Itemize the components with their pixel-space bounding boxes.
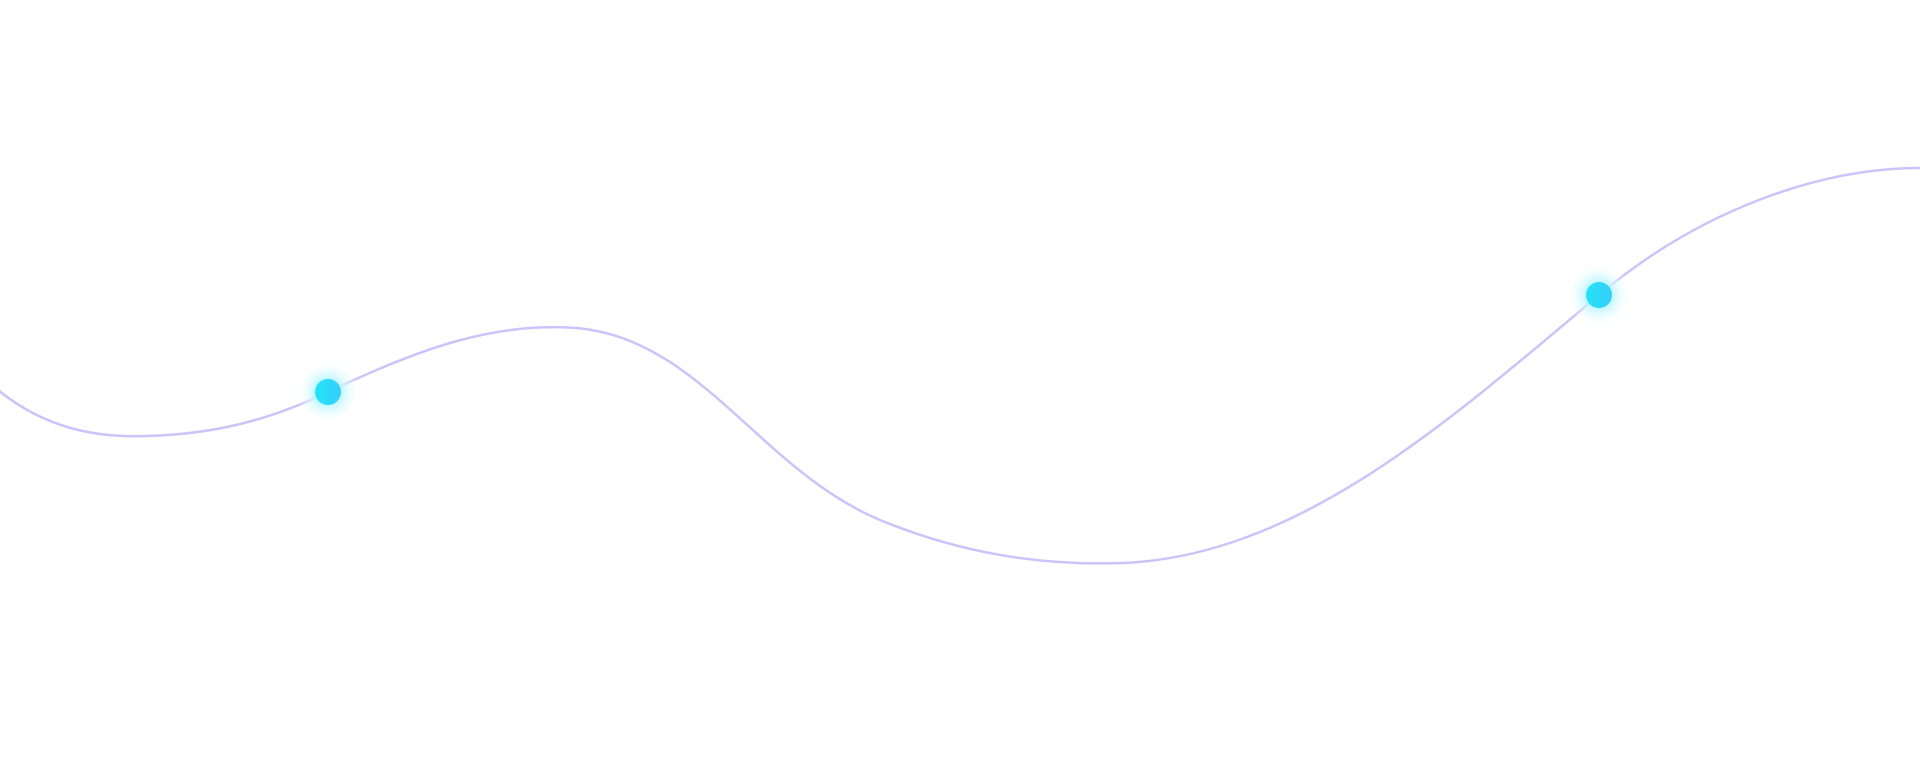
node-left (296, 360, 360, 424)
node-right (1567, 263, 1631, 327)
dot-left-icon (315, 379, 341, 405)
dot-right-icon (1586, 282, 1612, 308)
wave-curve (0, 166, 1920, 565)
